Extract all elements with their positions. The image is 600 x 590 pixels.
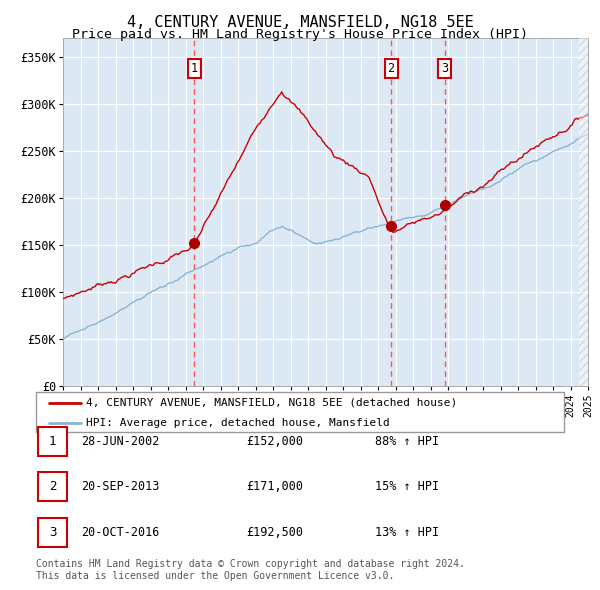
Text: 3: 3 (441, 62, 448, 75)
Text: 3: 3 (49, 526, 56, 539)
FancyBboxPatch shape (38, 517, 67, 547)
FancyBboxPatch shape (38, 427, 67, 456)
Text: 4, CENTURY AVENUE, MANSFIELD, NG18 5EE (detached house): 4, CENTURY AVENUE, MANSFIELD, NG18 5EE (… (86, 398, 457, 408)
Bar (579, 38, 588, 386)
FancyBboxPatch shape (36, 392, 564, 432)
Text: 28-JUN-2002: 28-JUN-2002 (81, 435, 160, 448)
Text: £192,500: £192,500 (246, 526, 303, 539)
Text: 1: 1 (191, 62, 198, 75)
Text: £152,000: £152,000 (246, 435, 303, 448)
Text: 20-OCT-2016: 20-OCT-2016 (81, 526, 160, 539)
FancyBboxPatch shape (38, 472, 67, 501)
Text: 2: 2 (49, 480, 56, 493)
Text: 88% ↑ HPI: 88% ↑ HPI (375, 435, 439, 448)
Text: Price paid vs. HM Land Registry's House Price Index (HPI): Price paid vs. HM Land Registry's House … (72, 28, 528, 41)
Text: HPI: Average price, detached house, Mansfield: HPI: Average price, detached house, Mans… (86, 418, 390, 428)
Text: 20-SEP-2013: 20-SEP-2013 (81, 480, 160, 493)
Text: 4, CENTURY AVENUE, MANSFIELD, NG18 5EE: 4, CENTURY AVENUE, MANSFIELD, NG18 5EE (127, 15, 473, 30)
Text: £171,000: £171,000 (246, 480, 303, 493)
Text: 2: 2 (388, 62, 395, 75)
Text: 13% ↑ HPI: 13% ↑ HPI (375, 526, 439, 539)
Text: 15% ↑ HPI: 15% ↑ HPI (375, 480, 439, 493)
Text: Contains HM Land Registry data © Crown copyright and database right 2024.
This d: Contains HM Land Registry data © Crown c… (36, 559, 465, 581)
Text: 1: 1 (49, 435, 56, 448)
